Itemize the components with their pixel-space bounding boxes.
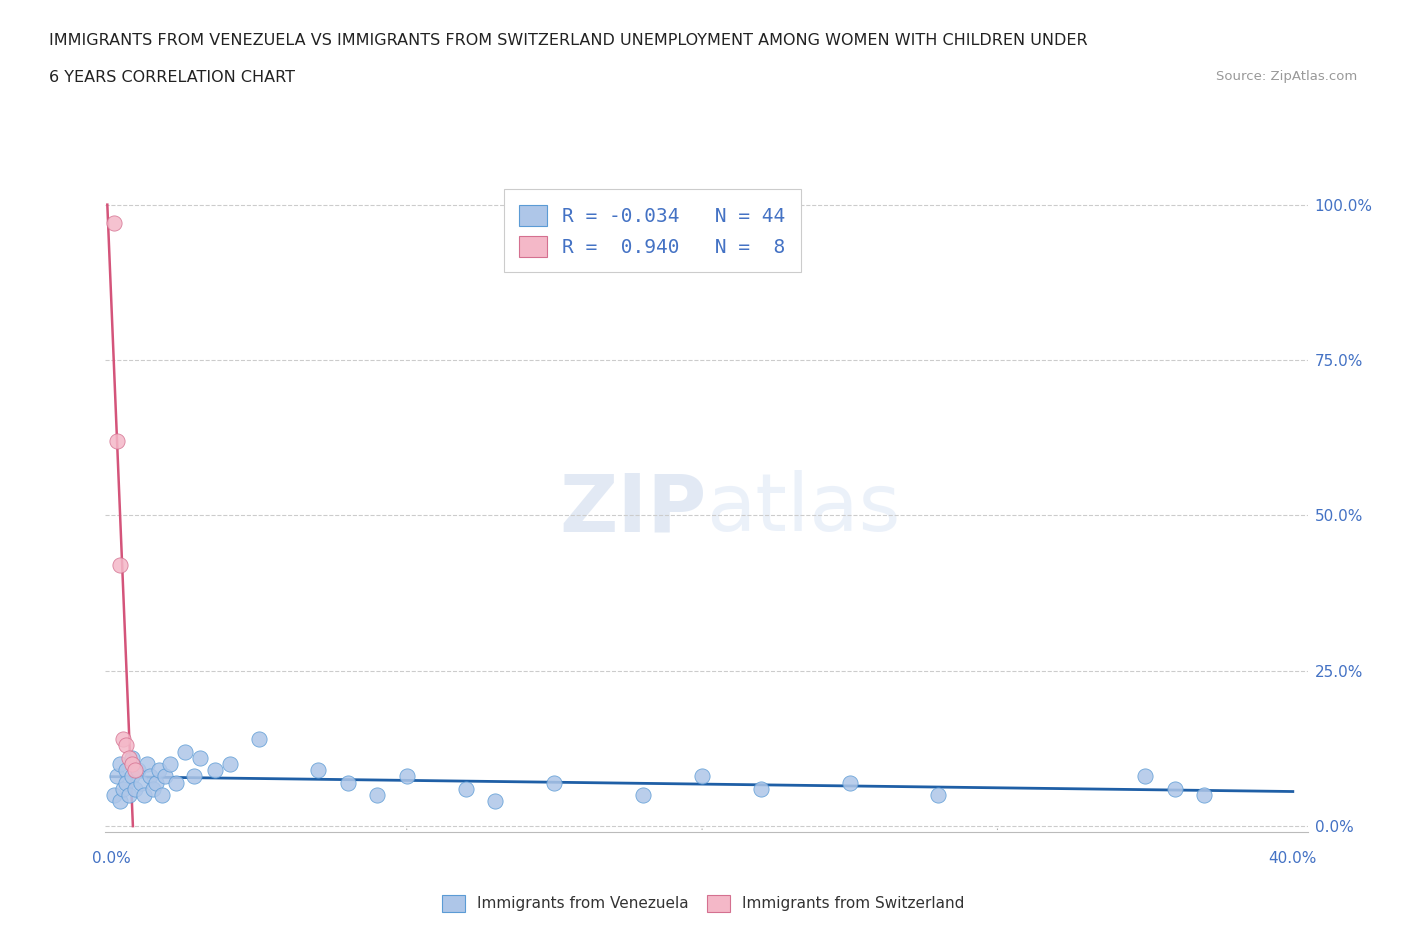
- Point: [121, 769, 143, 784]
- Point: [153, 769, 176, 784]
- Point: [188, 751, 211, 765]
- Point: [1163, 781, 1185, 796]
- Point: [247, 732, 270, 747]
- Point: [838, 776, 860, 790]
- Point: [543, 776, 565, 790]
- Point: [366, 788, 388, 803]
- Point: [132, 788, 155, 803]
- Point: [127, 763, 149, 777]
- Point: [395, 769, 418, 784]
- Point: [307, 763, 329, 777]
- Text: Source: ZipAtlas.com: Source: ZipAtlas.com: [1216, 70, 1357, 83]
- Point: [110, 794, 132, 809]
- Text: IMMIGRANTS FROM VENEZUELA VS IMMIGRANTS FROM SWITZERLAND UNEMPLOYMENT AMONG WOME: IMMIGRANTS FROM VENEZUELA VS IMMIGRANTS …: [49, 33, 1088, 47]
- Point: [139, 769, 162, 784]
- Point: [159, 756, 181, 771]
- Point: [1133, 769, 1156, 784]
- Legend: Immigrants from Venezuela, Immigrants from Switzerland: Immigrants from Venezuela, Immigrants fr…: [436, 889, 970, 918]
- Point: [165, 776, 187, 790]
- Point: [112, 732, 135, 747]
- Point: [484, 794, 506, 809]
- Point: [103, 788, 125, 803]
- Point: [118, 751, 141, 765]
- Point: [204, 763, 226, 777]
- Legend: R = -0.034   N = 44, R =  0.940   N =  8: R = -0.034 N = 44, R = 0.940 N = 8: [503, 190, 801, 272]
- Point: [631, 788, 654, 803]
- Point: [1192, 788, 1215, 803]
- Point: [121, 751, 143, 765]
- Text: 6 YEARS CORRELATION CHART: 6 YEARS CORRELATION CHART: [49, 70, 295, 85]
- Point: [103, 216, 125, 231]
- Point: [174, 744, 197, 759]
- Point: [121, 756, 143, 771]
- Point: [129, 776, 152, 790]
- Point: [110, 558, 132, 573]
- Point: [183, 769, 205, 784]
- Point: [927, 788, 949, 803]
- Point: [124, 781, 146, 796]
- Text: atlas: atlas: [707, 471, 901, 548]
- Text: 0.0%: 0.0%: [91, 851, 131, 866]
- Text: 40.0%: 40.0%: [1268, 851, 1317, 866]
- Point: [112, 781, 135, 796]
- Point: [115, 763, 138, 777]
- Point: [105, 769, 128, 784]
- Point: [118, 788, 141, 803]
- Point: [148, 763, 170, 777]
- Point: [115, 737, 138, 752]
- Point: [124, 763, 146, 777]
- Point: [115, 776, 138, 790]
- Point: [218, 756, 240, 771]
- Point: [454, 781, 477, 796]
- Point: [749, 781, 772, 796]
- Point: [145, 776, 167, 790]
- Text: ZIP: ZIP: [560, 471, 707, 548]
- Point: [336, 776, 359, 790]
- Point: [110, 756, 132, 771]
- Point: [690, 769, 713, 784]
- Point: [135, 756, 157, 771]
- Point: [142, 781, 165, 796]
- Point: [150, 788, 173, 803]
- Point: [105, 433, 128, 448]
